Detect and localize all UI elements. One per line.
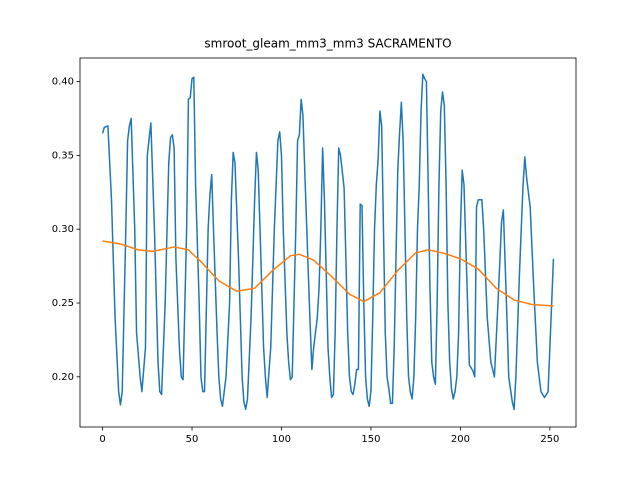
- x-tick-label: 0: [99, 434, 105, 445]
- y-tick-label: 0.30: [52, 224, 74, 235]
- chart-title: smroot_gleam_mm3_mm3 SACRAMENTO: [204, 37, 451, 51]
- data-line: [101, 73, 555, 411]
- data-line: [102, 240, 554, 307]
- y-tick-label: 0.35: [52, 150, 74, 161]
- y-tick-label: 0.20: [52, 372, 74, 383]
- x-tick-label: 200: [451, 434, 470, 445]
- x-tick-label: 150: [361, 434, 380, 445]
- x-tick-label: 250: [540, 434, 559, 445]
- y-tick-label: 0.25: [52, 298, 74, 309]
- y-tick-label: 0.40: [52, 77, 74, 88]
- x-tick-label: 100: [272, 434, 291, 445]
- x-tick-label: 50: [186, 434, 199, 445]
- plot-frame: [79, 57, 577, 428]
